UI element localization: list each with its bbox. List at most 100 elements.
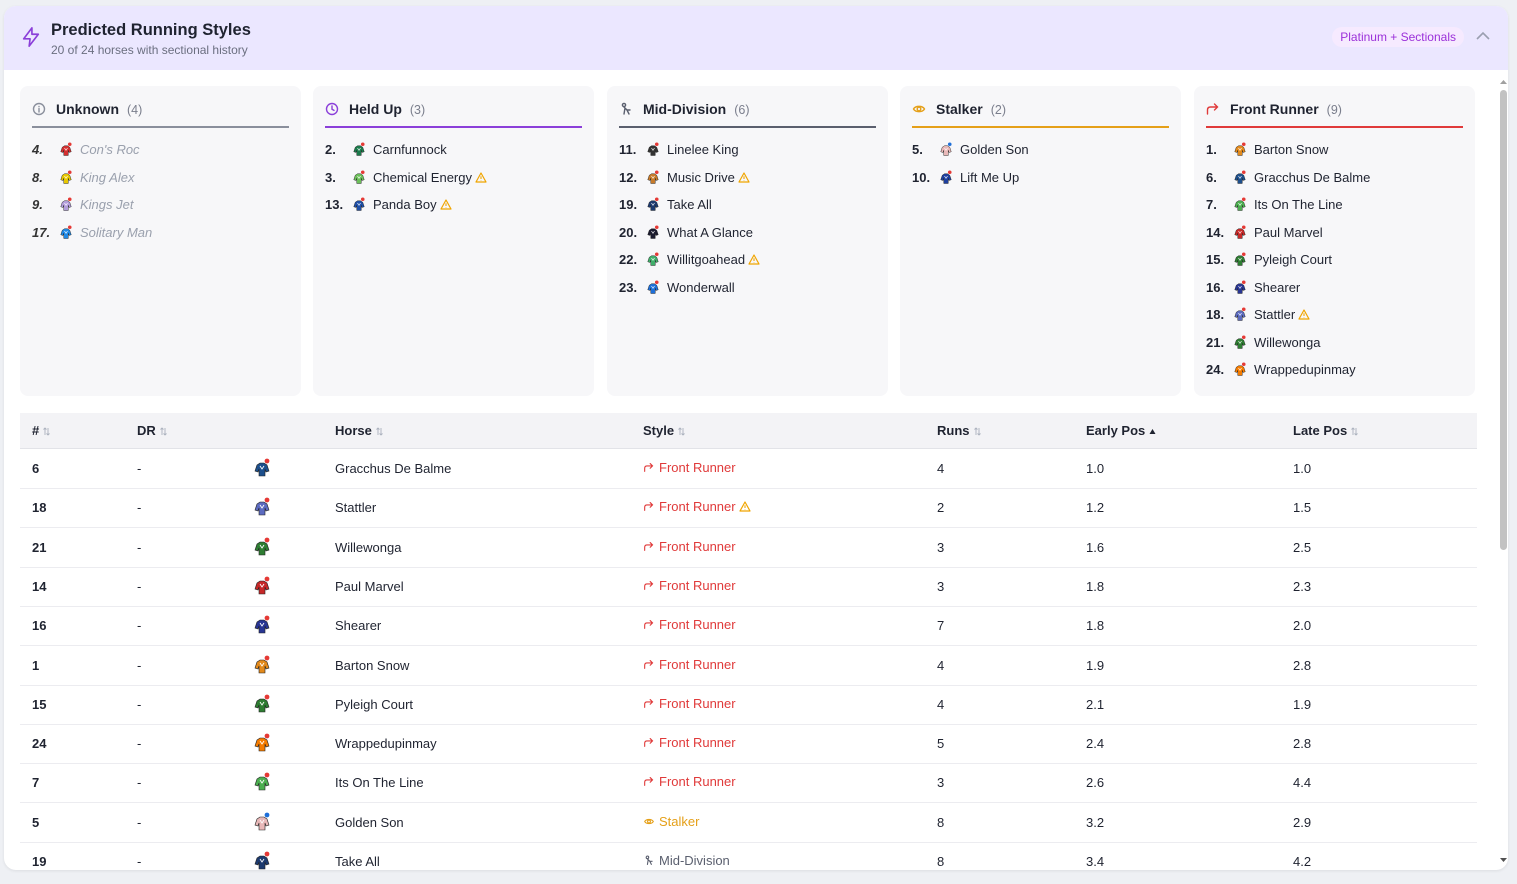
horse-number: 11. [619,142,637,157]
table-row[interactable]: 21 - Willewonga Front Runner 3 1.6 2.5 [20,528,1477,568]
style-horse-item[interactable]: 9. Kings Jet [32,195,289,223]
style-horse-item[interactable]: 7. Its On The Line [1206,195,1463,223]
sort-icon [678,427,685,436]
horse-name-text: King Alex [80,169,135,185]
style-horse-item[interactable]: 10. Lift Me Up [912,168,1169,196]
style-horse-item[interactable]: 17. Solitary Man [32,223,289,251]
trend-icon [644,698,654,708]
style-horse-item[interactable]: 19. Take All [619,195,876,223]
row-horse-name[interactable]: Shearer [335,618,382,634]
style-card-title: Held Up (3) [349,101,425,117]
row-style: Mid-Division [643,853,730,868]
horse-number: 4. [32,142,43,157]
style-horse-item[interactable]: 15. Pyleigh Court [1206,250,1463,278]
style-horse-item[interactable]: 12. Music Drive [619,168,876,196]
style-card-header: Stalker (2) [912,100,1169,128]
style-horse-item[interactable]: 8. King Alex [32,168,289,196]
row-number: 18 [32,500,47,516]
table-row[interactable]: 19 - Take All Mid-Division 8 3.4 4.2 [20,842,1477,870]
table-row[interactable]: 14 - Paul Marvel Front Runner 3 1.8 2.3 [20,567,1477,607]
trend-icon [644,580,654,590]
row-horse-name[interactable]: Take All [335,854,380,869]
style-card-title: Mid-Division (6) [643,101,750,117]
row-draw: - [137,461,142,476]
row-style-label: Front Runner [659,774,736,790]
scroll-up-arrow-icon[interactable] [1499,78,1508,86]
table-row[interactable]: 16 - Shearer Front Runner 7 1.8 2.0 [20,606,1477,647]
row-style: Front Runner [643,774,736,789]
table-row[interactable]: 24 - Wrappedupinmay Front Runner 5 2.4 2.8 [20,724,1477,765]
horse-number: 9. [32,197,43,212]
horse-number: 1. [1206,142,1217,157]
running-styles-panel: Predicted Running Styles 20 of 24 horses… [4,6,1508,870]
table-row[interactable]: 18 - Stattler Front Runner 2 1.2 1.5 [20,488,1477,529]
table-row[interactable]: 15 - Pyleigh Court Front Runner 4 2.1 1.9 [20,685,1477,725]
table-row[interactable]: 1 - Barton Snow Front Runner 4 1.9 2.8 [20,646,1477,686]
row-horse-name[interactable]: Barton Snow [335,657,410,673]
column-header-runs[interactable]: Runs [937,423,981,438]
column-header-late-pos[interactable]: Late Pos [1293,423,1359,438]
table-row[interactable]: 6 - Gracchus De Balme Front Runner 4 1.0 1.0 [20,449,1477,489]
row-horse-name[interactable]: Willewonga [335,539,402,555]
row-horse-name[interactable]: Its On The Line [335,775,424,791]
horse-name-text: Willewonga [1254,334,1321,350]
horse-number: 7. [1206,197,1217,212]
column-header-dr[interactable]: DR [137,423,167,438]
warning-icon [738,171,750,183]
row-horse-name[interactable]: Wrappedupinmay [335,736,437,752]
style-horse-item[interactable]: 18. Stattler [1206,305,1463,333]
style-horse-item[interactable]: 5. Golden Son [912,140,1169,168]
panel-header[interactable]: Predicted Running Styles 20 of 24 horses… [4,6,1508,70]
horse-name-text: Panda Boy [373,197,437,212]
horse-name: Con's Roc [80,142,140,157]
trend-icon [644,463,654,472]
horse-name: Shearer [1254,280,1300,295]
style-horse-item[interactable]: 21. Willewonga [1206,333,1463,361]
style-horse-item[interactable]: 2. Carnfunnock [325,140,582,168]
row-draw: - [137,696,142,712]
style-horse-item[interactable]: 20. What A Glance [619,223,876,251]
vertical-scrollbar[interactable] [1499,76,1508,866]
style-horse-item[interactable]: 11. Linelee King [619,140,876,168]
style-horse-item[interactable]: 4. Con's Roc [32,140,289,168]
scrollbar-thumb[interactable] [1500,90,1507,550]
style-horse-item[interactable]: 13. Panda Boy [325,195,582,223]
row-horse-name[interactable]: Pyleigh Court [335,696,414,712]
row-draw: - [137,814,142,830]
column-header-early-pos[interactable]: Early Pos [1086,423,1156,438]
table-row[interactable]: 7 - Its On The Line Front Runner 3 2.6 4.4 [20,763,1477,804]
column-header-style[interactable]: Style [643,423,685,438]
horse-name-text: Linelee King [667,142,739,157]
column-header-horse[interactable]: Horse [335,423,383,438]
row-horse-name[interactable]: Gracchus De Balme [335,461,452,476]
style-horse-item[interactable]: 6. Gracchus De Balme [1206,168,1463,196]
style-card-title: Stalker (2) [936,101,1006,117]
sort-icon [159,427,167,436]
style-horse-item[interactable]: 22. Willitgoahead [619,250,876,278]
horse-name: Solitary Man [80,225,152,240]
style-horse-item[interactable]: 14. Paul Marvel [1206,223,1463,251]
style-horse-item[interactable]: 16. Shearer [1206,278,1463,306]
silk-icon [59,224,73,240]
row-horse-name[interactable]: Stattler [335,500,377,516]
horse-name: Take All [667,197,712,212]
table-row[interactable]: 5 - Golden Son Stalker 8 3.2 2.9 [20,803,1477,843]
style-horse-item[interactable]: 24. Wrappedupinmay [1206,360,1463,388]
row-number: 15 [32,696,47,712]
column-header--[interactable]: # [32,423,51,438]
row-style: Front Runner [643,696,736,711]
row-horse-name[interactable]: Paul Marvel [335,578,404,594]
column-label: # [32,423,40,438]
style-horse-item[interactable]: 3. Chemical Energy [325,168,582,196]
row-horse-name[interactable]: Golden Son [335,814,404,830]
horse-number: 17. [32,224,51,240]
horse-name: Music Drive [667,170,750,185]
silk-icon [352,197,366,212]
chevron-up-icon[interactable] [1476,30,1490,42]
horse-number: 16. [1206,279,1225,295]
style-horse-item[interactable]: 23. Wonderwall [619,278,876,306]
scroll-down-arrow-icon[interactable] [1499,856,1508,864]
row-runs: 5 [937,736,945,752]
style-horse-item[interactable]: 1. Barton Snow [1206,140,1463,168]
row-style: Front Runner [643,617,736,632]
